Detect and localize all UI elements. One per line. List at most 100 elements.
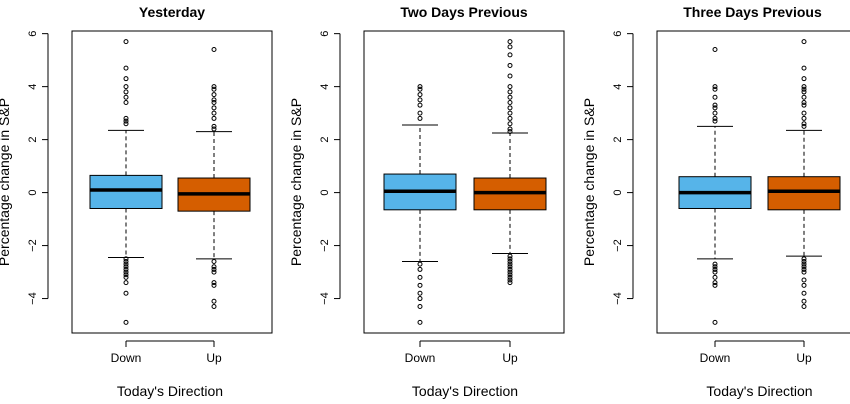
outlier-point [417,102,423,108]
outlier-point [211,84,217,90]
outlier-point [801,298,807,304]
outlier-point [507,62,513,68]
x-tick-label-up: Up [206,351,222,365]
outlier-point [123,121,129,127]
iqr-box [89,174,163,209]
outlier-point [211,298,217,304]
outlier-point [123,89,129,95]
outlier-point [712,86,718,92]
y-axis-label: Percentage change in S&P [581,98,597,266]
box-down [89,39,163,325]
outlier-point [123,264,129,270]
x-axis-label: Today's Direction [412,383,518,399]
box-down [383,84,457,325]
outlier-point [211,86,217,92]
outlier-point [417,86,423,92]
y-tick-label: 0 [27,190,39,196]
y-tick-label: 2 [612,137,624,143]
outlier-point [211,47,217,53]
outlier-point [801,76,807,82]
outlier-point [801,110,807,116]
outlier-point [211,123,217,129]
outlier-point [123,65,129,71]
plot-frame [363,30,565,334]
x-tick-label-up: Up [796,351,812,365]
outlier-point [507,73,513,79]
outlier-point [123,266,129,272]
outlier-point [712,105,718,111]
x-tick-label-down: Down [111,351,142,365]
outlier-point [507,121,513,127]
outlier-point [211,304,217,310]
box-up [473,39,547,286]
outlier-point [417,319,423,325]
outlier-point [712,118,718,124]
outlier-point [123,272,129,278]
outlier-point [123,319,129,325]
outlier-point [211,266,217,272]
outlier-point [801,269,807,275]
outlier-point [712,266,718,272]
outlier-point [211,126,217,132]
outlier-point [211,110,217,116]
outlier-point [417,290,423,296]
y-tick-label: 0 [319,190,331,196]
outlier-point [211,282,217,288]
x-tick-label-down: Down [405,351,436,365]
outlier-point [417,110,423,116]
outlier-point [507,129,513,135]
outlier-point [417,261,423,267]
outlier-point [211,269,217,275]
y-tick-label: −4 [27,292,39,305]
outlier-point [211,105,217,111]
outlier-point [712,261,718,267]
outlier-point [123,274,129,280]
y-tick-label: −4 [319,292,331,305]
x-axis-label: Today's Direction [117,383,223,399]
outlier-point [712,102,718,108]
chart-panel-1: Yesterday −4 −2 0 2 4 6 Percentage change in S&… [0,4,273,399]
box-up [177,47,251,310]
chart-title: Two Days Previous [400,4,528,20]
outlier-point [507,269,513,275]
y-tick-label: −2 [27,239,39,252]
y-tick-label: 6 [319,31,331,37]
outlier-point [801,261,807,267]
chart-title: Yesterday [139,4,205,20]
box-down [678,47,752,325]
y-tick-label: 4 [27,84,39,90]
y-tick-label: 6 [27,31,39,37]
iqr-box [767,176,841,211]
outlier-point [507,39,513,45]
outlier-point [801,84,807,90]
outlier-point [801,264,807,270]
outlier-point [507,274,513,280]
outlier-point [801,256,807,262]
x-tick-label-down: Down [700,351,731,365]
outlier-point [712,319,718,325]
y-tick-label: 4 [612,84,624,90]
outlier-point [211,100,217,106]
outlier-point [801,277,807,283]
outlier-point [507,94,513,100]
outlier-point [712,110,718,116]
outlier-point [801,304,807,310]
outlier-point [123,256,129,262]
outlier-point [507,277,513,283]
outlier-point [507,253,513,259]
outlier-point [712,280,718,286]
y-tick-label: 0 [612,190,624,196]
outlier-point [417,115,423,121]
y-tick-label: −2 [612,239,624,252]
outlier-point [801,65,807,71]
x-axis-label: Today's Direction [706,383,812,399]
outlier-point [507,261,513,267]
outlier-point [801,115,807,121]
outlier-point [507,126,513,132]
outlier-point [712,94,718,100]
outlier-point [801,121,807,127]
outlier-point [507,272,513,278]
outlier-point [417,304,423,310]
outlier-point [801,282,807,288]
